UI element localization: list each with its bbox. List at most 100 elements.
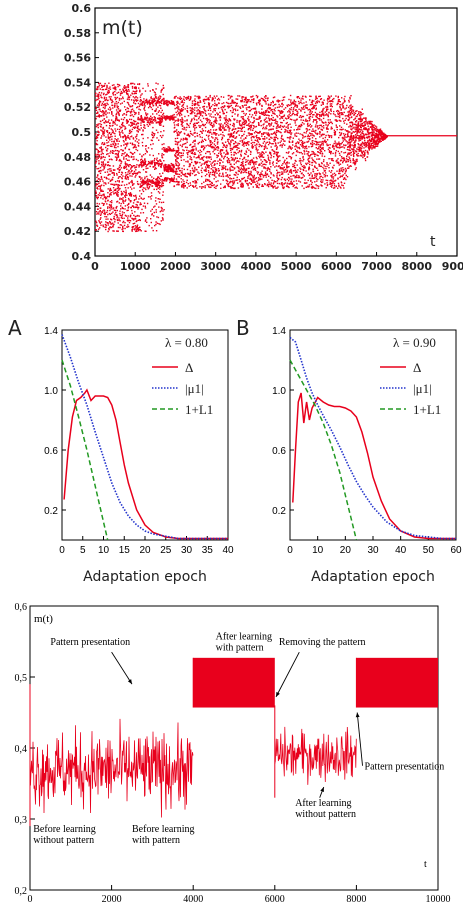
data-point <box>314 140 316 143</box>
data-point <box>204 112 206 115</box>
data-point <box>313 152 315 154</box>
data-point <box>195 184 197 187</box>
data-point <box>157 216 160 219</box>
data-point <box>333 131 336 133</box>
data-point <box>214 168 217 170</box>
data-point <box>318 172 320 174</box>
data-point <box>111 84 114 87</box>
data-point <box>221 109 224 112</box>
data-point <box>291 140 294 142</box>
data-point <box>216 172 218 174</box>
data-point <box>127 203 130 205</box>
data-point <box>173 127 176 129</box>
data-point <box>175 141 177 143</box>
data-point <box>198 154 200 157</box>
data-point <box>124 136 127 138</box>
data-point <box>318 146 320 148</box>
data-point <box>120 149 122 151</box>
data-point <box>294 159 296 162</box>
data-point <box>263 98 265 101</box>
data-point <box>151 161 153 164</box>
data-point <box>142 104 144 107</box>
data-point <box>98 154 100 156</box>
data-point <box>109 209 111 212</box>
data-point <box>170 115 172 117</box>
data-point <box>141 156 143 158</box>
data-point <box>171 115 173 118</box>
data-point <box>175 171 177 174</box>
data-point <box>261 185 263 187</box>
data-point <box>133 99 135 101</box>
data-point <box>294 167 297 169</box>
data-point <box>173 166 175 169</box>
data-point <box>277 165 279 168</box>
data-point <box>141 166 143 168</box>
data-point <box>164 118 166 120</box>
data-point <box>228 185 230 188</box>
data-point <box>162 147 165 149</box>
data-point <box>274 107 277 109</box>
data-point <box>142 169 145 171</box>
data-point <box>213 186 216 189</box>
data-point <box>127 85 129 87</box>
data-point <box>338 147 340 149</box>
data-point <box>281 138 283 140</box>
data-point <box>99 214 102 216</box>
data-point <box>112 121 115 123</box>
data-point <box>331 122 333 125</box>
data-point <box>151 160 154 162</box>
data-point <box>135 230 137 233</box>
data-point <box>227 158 230 160</box>
data-point <box>143 126 145 129</box>
data-point <box>133 83 136 85</box>
data-point <box>338 110 340 112</box>
data-point <box>127 84 130 86</box>
data-point <box>198 134 201 136</box>
data-point <box>235 102 238 105</box>
data-point <box>264 128 266 130</box>
data-point <box>154 162 157 164</box>
data-point <box>154 182 157 184</box>
data-point <box>99 166 102 169</box>
data-point <box>227 140 229 142</box>
data-point <box>238 95 241 97</box>
data-point <box>233 118 235 120</box>
data-point <box>258 183 261 185</box>
data-point <box>343 187 345 189</box>
data-point <box>333 164 335 167</box>
data-point <box>167 169 169 171</box>
data-point <box>129 114 132 117</box>
data-point <box>207 119 209 121</box>
data-point <box>107 164 109 166</box>
data-point <box>102 161 104 163</box>
data-point <box>149 165 151 168</box>
data-point <box>192 134 194 136</box>
data-point <box>230 186 232 188</box>
data-point <box>251 122 253 124</box>
data-point <box>221 165 223 167</box>
data-point <box>164 163 166 166</box>
data-point <box>102 128 104 130</box>
data-point <box>100 92 103 94</box>
data-point <box>341 184 343 186</box>
data-point <box>114 153 117 155</box>
data-point <box>239 127 241 129</box>
data-point <box>339 163 342 165</box>
data-point <box>102 162 104 164</box>
data-point <box>155 119 157 122</box>
data-point <box>214 119 216 122</box>
data-point <box>160 117 162 120</box>
data-point <box>320 144 323 146</box>
data-point <box>99 207 101 209</box>
data-point <box>141 103 143 105</box>
data-point <box>192 141 194 144</box>
data-point <box>231 136 234 138</box>
data-point <box>266 147 268 150</box>
data-point <box>315 104 317 107</box>
data-point <box>321 181 324 183</box>
data-point <box>312 114 314 116</box>
data-point <box>288 146 290 148</box>
data-point <box>120 173 123 176</box>
data-point <box>133 172 135 174</box>
data-point <box>301 102 303 105</box>
